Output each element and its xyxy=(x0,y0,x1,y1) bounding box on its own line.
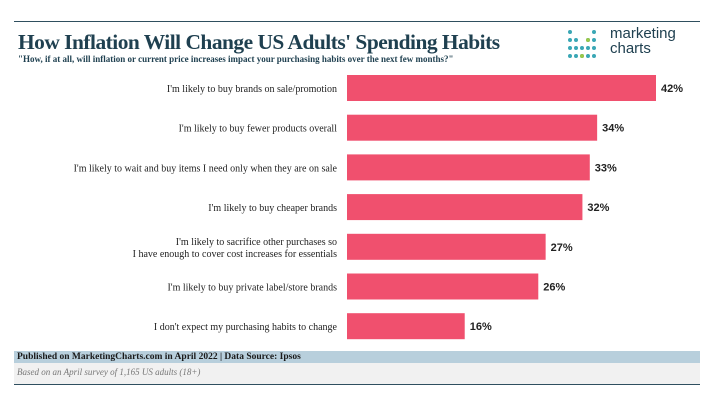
category-label: I'm likely to buy fewer products overall xyxy=(179,124,338,135)
bar xyxy=(347,194,583,221)
value-label: 32% xyxy=(587,202,609,214)
bar xyxy=(347,114,598,141)
category-label: I'm likely to buy cheaper brands xyxy=(208,203,337,214)
category-label: I'm likely to wait and buy items I need … xyxy=(74,163,338,174)
category-label: I don't expect my purchasing habits to c… xyxy=(154,322,338,333)
marketing-charts-logo-icon xyxy=(568,30,596,58)
value-label: 33% xyxy=(595,162,617,174)
bar-chart: 42% I'm likely to buy brands on sale/prom… xyxy=(74,75,683,340)
bar xyxy=(347,154,590,181)
category-label: I'm likely to buy brands on sale/promoti… xyxy=(167,84,337,95)
footer-note: Based on an April survey of 1,165 US adu… xyxy=(14,363,700,385)
value-label: 34% xyxy=(602,123,624,135)
bar xyxy=(347,233,546,260)
footer-source: Published on MarketingCharts.com in Apri… xyxy=(14,351,700,363)
logo-text: marketing charts xyxy=(610,25,676,57)
chart-title: How Inflation Will Change US Adults' Spe… xyxy=(18,30,500,54)
bar xyxy=(347,273,539,300)
value-label: 27% xyxy=(551,242,573,254)
value-label: 16% xyxy=(470,321,492,333)
category-label: I'm likely to buy private label/store br… xyxy=(167,283,337,294)
chart-subtitle: "How, if at all, will inflation or curre… xyxy=(18,54,454,64)
bar xyxy=(347,313,465,340)
value-label: 26% xyxy=(543,282,565,294)
bar xyxy=(347,75,656,101)
top-rule xyxy=(14,21,700,22)
category-label: I have enough to cover cost increases fo… xyxy=(133,249,337,260)
value-label: 42% xyxy=(661,83,683,95)
category-label: I'm likely to sacrifice other purchases … xyxy=(176,237,337,248)
